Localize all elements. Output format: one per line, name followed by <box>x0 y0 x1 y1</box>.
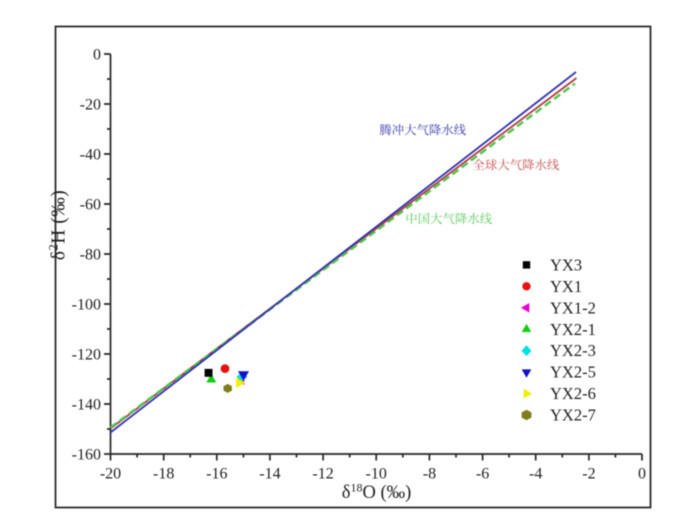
svg-text:δ2H (‰): δ2H (‰) <box>47 190 70 260</box>
svg-text:YX2-7: YX2-7 <box>550 406 596 425</box>
svg-text:-6: -6 <box>476 466 489 483</box>
svg-text:-12: -12 <box>312 466 333 483</box>
svg-text:-120: -120 <box>72 347 101 364</box>
svg-text:-100: -100 <box>72 297 101 314</box>
svg-text:-4: -4 <box>529 466 542 483</box>
svg-text:YX2-6: YX2-6 <box>550 384 596 403</box>
svg-text:YX1-2: YX1-2 <box>550 298 596 317</box>
svg-text:-20: -20 <box>80 97 101 114</box>
svg-text:-40: -40 <box>80 147 101 164</box>
svg-text:-16: -16 <box>206 466 227 483</box>
svg-text:0: 0 <box>638 466 646 483</box>
svg-text:-60: -60 <box>80 197 101 214</box>
svg-text:-2: -2 <box>582 466 595 483</box>
svg-text:YX2-1: YX2-1 <box>550 320 596 339</box>
svg-text:-20: -20 <box>100 466 121 483</box>
svg-text:-80: -80 <box>80 247 101 264</box>
svg-text:-18: -18 <box>153 466 174 483</box>
svg-text:-160: -160 <box>72 447 101 464</box>
svg-text:YX1: YX1 <box>550 277 582 296</box>
svg-text:-14: -14 <box>259 466 280 483</box>
svg-text:YX2-5: YX2-5 <box>550 363 596 382</box>
svg-text:YX3: YX3 <box>550 255 582 274</box>
svg-text:YX2-3: YX2-3 <box>550 341 596 360</box>
svg-text:-8: -8 <box>423 466 436 483</box>
svg-text:-140: -140 <box>72 397 101 414</box>
svg-text:0: 0 <box>93 47 101 64</box>
svg-text:-10: -10 <box>366 466 387 483</box>
